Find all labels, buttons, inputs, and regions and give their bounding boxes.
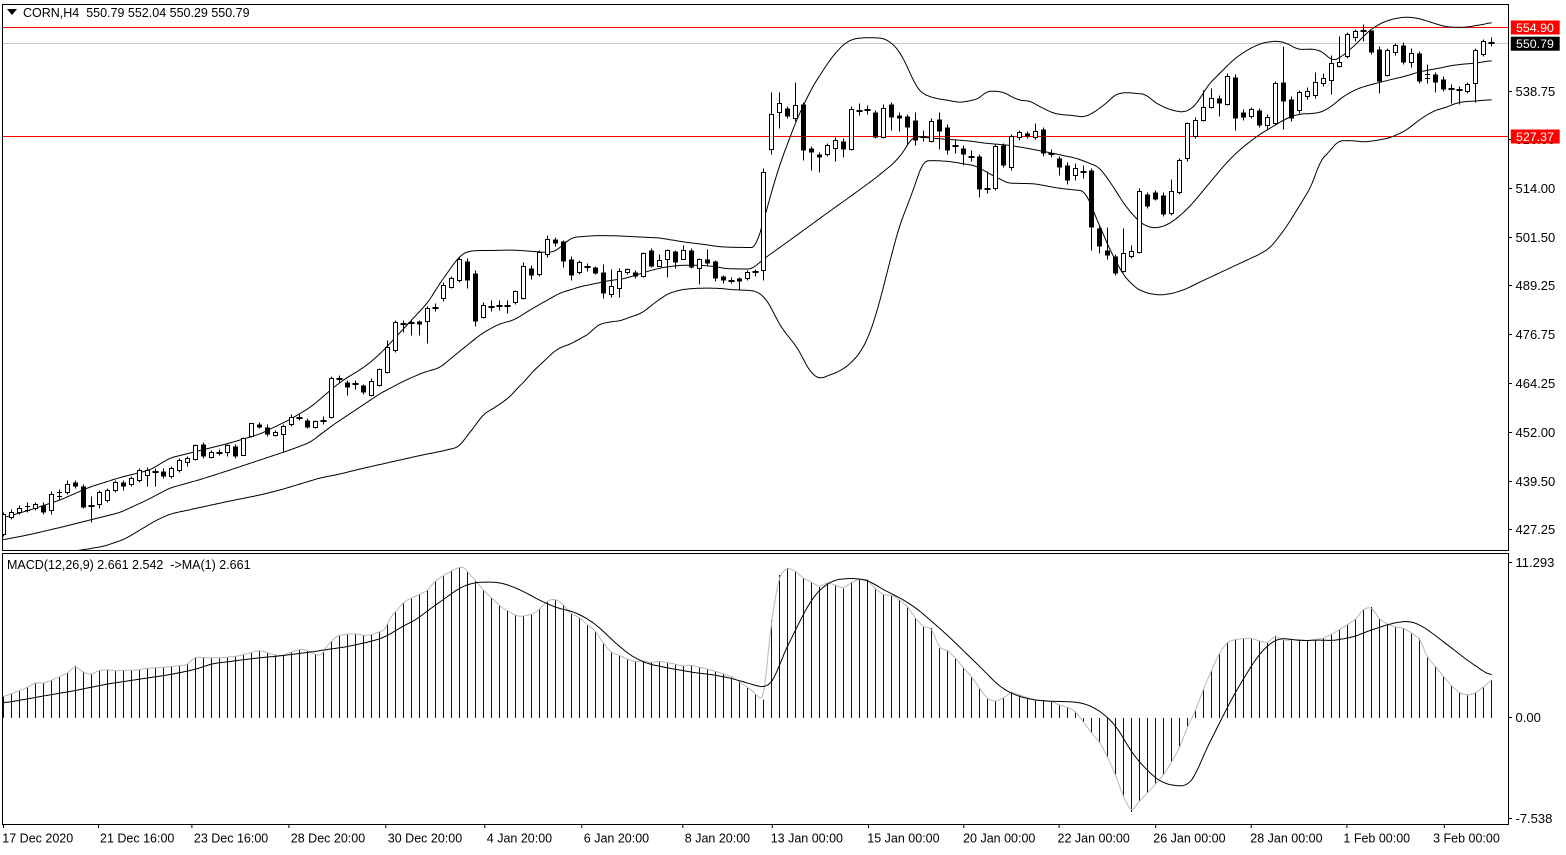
svg-text:28 Dec 20:00: 28 Dec 20:00 [291, 832, 365, 846]
svg-text:527.37: 527.37 [1516, 130, 1554, 144]
svg-text:22 Jan 00:00: 22 Jan 00:00 [1058, 832, 1130, 846]
svg-text:550.79: 550.79 [1516, 37, 1554, 51]
svg-text:452.00: 452.00 [1516, 425, 1556, 440]
svg-text:28 Jan 00:00: 28 Jan 00:00 [1250, 832, 1322, 846]
svg-text:538.75: 538.75 [1516, 84, 1556, 99]
svg-text:20 Jan 00:00: 20 Jan 00:00 [963, 832, 1035, 846]
svg-text:-7.538: -7.538 [1516, 811, 1553, 826]
svg-text:CORN,H4 550.79 552.04 550.29: CORN,H4 550.79 552.04 550.29 550.79 [23, 6, 250, 20]
svg-text:26 Jan 00:00: 26 Jan 00:00 [1153, 832, 1225, 846]
svg-text:17 Dec 2020: 17 Dec 2020 [2, 832, 73, 846]
svg-text:4 Jan 20:00: 4 Jan 20:00 [487, 832, 552, 846]
svg-text:554.90: 554.90 [1516, 21, 1554, 35]
svg-text:13 Jan 00:00: 13 Jan 00:00 [771, 832, 843, 846]
svg-text:476.75: 476.75 [1516, 327, 1556, 342]
svg-text:30 Dec 20:00: 30 Dec 20:00 [388, 832, 462, 846]
svg-text:8 Jan 20:00: 8 Jan 20:00 [685, 832, 750, 846]
svg-text:6 Jan 20:00: 6 Jan 20:00 [584, 832, 649, 846]
svg-text:15 Jan 00:00: 15 Jan 00:00 [867, 832, 939, 846]
svg-text:489.25: 489.25 [1516, 278, 1556, 293]
svg-text:1 Feb 00:00: 1 Feb 00:00 [1343, 832, 1410, 846]
svg-text:464.25: 464.25 [1516, 376, 1556, 391]
svg-text:0.00: 0.00 [1516, 710, 1541, 725]
svg-text:439.50: 439.50 [1516, 474, 1556, 489]
svg-text:3 Feb 00:00: 3 Feb 00:00 [1433, 832, 1500, 846]
svg-text:23 Dec 16:00: 23 Dec 16:00 [194, 832, 268, 846]
svg-text:21 Dec 16:00: 21 Dec 16:00 [100, 832, 174, 846]
svg-text:501.50: 501.50 [1516, 230, 1556, 245]
svg-text:514.00: 514.00 [1516, 181, 1556, 196]
svg-text:11.293: 11.293 [1516, 555, 1555, 570]
svg-text:427.25: 427.25 [1516, 522, 1556, 537]
svg-text:MACD(12,26,9) 2.661 2.542 ->M: MACD(12,26,9) 2.661 2.542 ->MA(1) 2.661 [7, 558, 251, 572]
